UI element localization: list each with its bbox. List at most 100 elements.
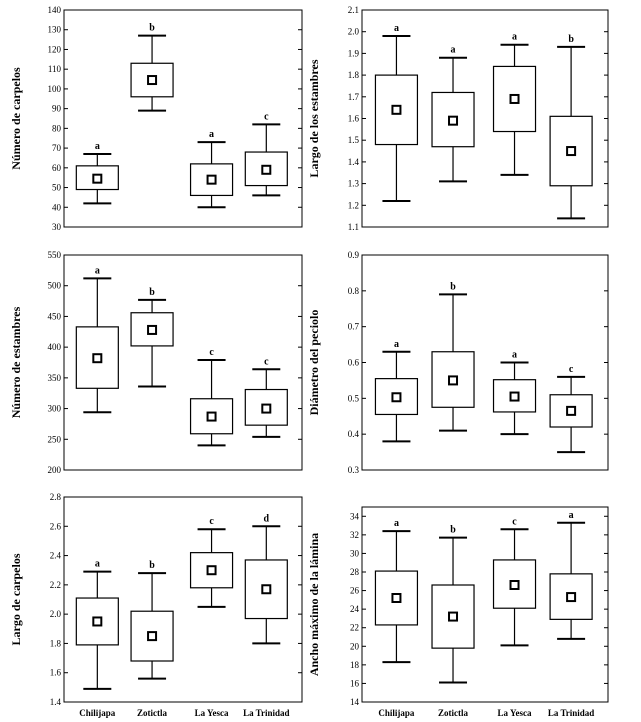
significance-letter: a: [95, 141, 100, 152]
median-marker: [391, 392, 402, 403]
box-3: a: [492, 32, 537, 176]
significance-letter: a: [394, 23, 399, 34]
significance-letter: b: [450, 281, 456, 292]
y-tick-label: 50: [52, 183, 62, 193]
y-tick-label: 0.3: [348, 465, 360, 475]
plot-frame: [63, 254, 303, 471]
y-tick-label: 1.4: [348, 157, 360, 167]
y-tick-label: 30: [52, 222, 62, 232]
y-tick-label: 1.9: [348, 48, 360, 58]
box-3: a: [492, 350, 537, 436]
y-tick-label: 0.7: [348, 322, 360, 332]
y-tick-label: 80: [52, 123, 62, 133]
box-4: b: [549, 34, 593, 220]
box-2: b: [130, 23, 174, 112]
median-marker: [206, 174, 217, 185]
y-tick-label: 2.0: [50, 609, 62, 619]
y-tick-label: 14: [350, 697, 360, 707]
y-tick-label: 0.4: [348, 429, 360, 439]
significance-letter: c: [264, 111, 269, 122]
y-tick-label: 1.6: [348, 114, 360, 124]
box-2: b: [130, 287, 174, 388]
y-tick-label: 90: [52, 104, 62, 114]
box-3: c: [189, 347, 234, 447]
y-axis-title: Diámetro del peciolo: [307, 310, 321, 416]
significance-letter: a: [394, 518, 399, 529]
significance-letter: a: [569, 510, 574, 521]
y-tick-label: 22: [350, 623, 359, 633]
median-marker: [206, 565, 217, 576]
y-tick-label: 140: [48, 5, 62, 15]
y-tick-label: 300: [48, 404, 62, 414]
median-marker: [391, 104, 402, 115]
significance-letter: b: [149, 560, 155, 571]
plot-frame: [63, 9, 303, 228]
median-marker: [92, 616, 103, 627]
median-marker: [147, 631, 158, 642]
box-4: c: [549, 364, 593, 454]
x-category-label: La Yesca: [498, 708, 532, 718]
x-category-label: La Trinidad: [548, 708, 594, 718]
y-tick-label: 70: [52, 143, 62, 153]
box-4: a: [549, 510, 593, 640]
median-marker: [391, 593, 402, 603]
median-marker: [566, 405, 577, 416]
significance-letter: b: [568, 34, 574, 45]
panel-2: 1.1 1.2 1.3 1.4 1.5 1.6 1.7 1.8 1.9 2.0 2.1 Largo d…: [307, 5, 609, 232]
significance-letter: b: [149, 287, 155, 298]
plot-frame: [63, 496, 303, 703]
significance-letter: a: [451, 45, 456, 56]
significance-letter: c: [264, 356, 269, 367]
x-category-label: Chilijapa: [79, 708, 116, 718]
significance-letter: a: [209, 129, 214, 140]
box-4: c: [244, 111, 288, 197]
significance-letter: a: [95, 559, 100, 570]
median-marker: [509, 391, 520, 402]
x-category-label: La Trinidad: [243, 708, 289, 718]
significance-letter: c: [512, 516, 517, 527]
y-tick-label: 1.7: [348, 92, 360, 102]
median-marker: [509, 580, 520, 590]
significance-letter: d: [264, 513, 270, 524]
box-2: b: [431, 525, 475, 684]
box-1: a: [75, 265, 119, 414]
y-axis-title: Largo de los estambres: [307, 59, 321, 177]
box-3: a: [189, 129, 234, 209]
y-axis-title: Número de estambres: [9, 306, 23, 418]
significance-letter: c: [209, 516, 214, 527]
y-tick-label: 0.9: [348, 250, 360, 260]
y-tick-label: 28: [350, 567, 360, 577]
median-marker: [261, 403, 272, 414]
box-2: a: [431, 45, 475, 183]
y-tick-label: 1.8: [348, 70, 360, 80]
y-tick-label: 1.2: [348, 200, 359, 210]
x-category-label: Zotictla: [137, 708, 167, 718]
box-1: a: [374, 518, 419, 664]
panel-3: 200 250 300 350 400 450 500 550 Número de estamb…: [9, 250, 303, 475]
y-tick-label: 2.1: [348, 5, 359, 15]
y-tick-label: 34: [350, 511, 360, 521]
significance-letter: c: [569, 364, 574, 375]
median-marker: [147, 75, 158, 86]
significance-letter: a: [512, 32, 517, 43]
y-axis-title: Ancho máximo de la lámina: [307, 533, 321, 676]
significance-letter: a: [95, 265, 100, 276]
y-tick-label: 1.6: [50, 668, 62, 678]
median-marker: [566, 592, 577, 603]
median-marker: [448, 115, 459, 126]
y-tick-label: 450: [48, 311, 62, 321]
panel-6: 14 16 18 20 22 24 26 28 30 32 34 Ancho máximo de la…: [307, 506, 609, 718]
plot-frame: [361, 506, 609, 703]
y-tick-label: 130: [48, 25, 62, 35]
panel-4: 0.3 0.4 0.5 0.6 0.7 0.8 0.9 Diámetro del peciol…: [307, 250, 609, 475]
y-tick-label: 18: [350, 660, 360, 670]
median-marker: [448, 375, 459, 386]
y-tick-label: 550: [48, 250, 62, 260]
box-1: a: [374, 23, 419, 202]
y-tick-label: 2.8: [50, 492, 62, 502]
panel-1: 30 40 50 60 70 80 90 100 110 120 130 140 Número de c…: [9, 5, 303, 232]
box-1: a: [75, 141, 119, 205]
y-tick-label: 20: [350, 641, 360, 651]
y-tick-label: 1.3: [348, 179, 360, 189]
y-tick-label: 250: [48, 434, 62, 444]
